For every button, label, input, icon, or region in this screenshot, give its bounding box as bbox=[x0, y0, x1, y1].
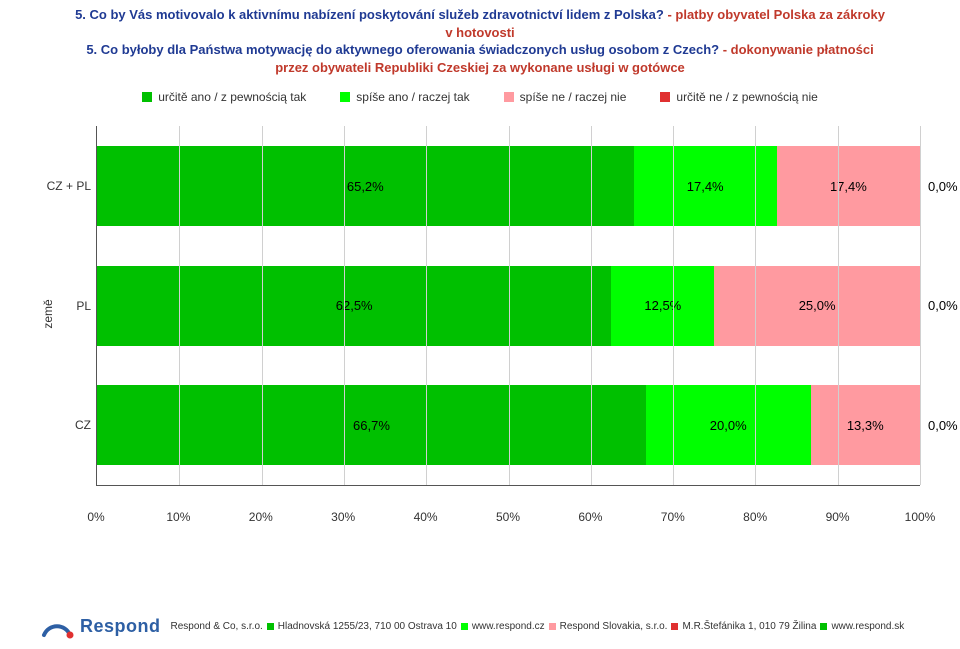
gridline bbox=[179, 126, 180, 485]
legend-item: spíše ano / raczej tak bbox=[340, 90, 469, 104]
footer: Respond Respond & Co, s.r.o. Hladnovská 1… bbox=[0, 609, 960, 643]
footer-swatch bbox=[461, 623, 468, 630]
x-tick-label: 30% bbox=[331, 510, 355, 524]
plot: CZ + PL65,2%17,4%17,4%0,0%PL62,5%12,5%25… bbox=[96, 126, 920, 486]
footer-swatch bbox=[267, 623, 274, 630]
legend-item: spíše ne / raczej nie bbox=[504, 90, 627, 104]
legend-item: určitě ano / z pewnością tak bbox=[142, 90, 306, 104]
footer-part: Hladnovská 1255/23, 710 00 Ostrava 10 bbox=[278, 621, 457, 632]
legend-swatch bbox=[504, 92, 514, 102]
x-tick-label: 90% bbox=[826, 510, 850, 524]
bar-segment: 62,5% bbox=[97, 266, 611, 346]
gridline bbox=[262, 126, 263, 485]
x-tick-label: 40% bbox=[414, 510, 438, 524]
bar-segment: 25,0% bbox=[714, 266, 920, 346]
x-tick-label: 70% bbox=[661, 510, 685, 524]
bar-segment: 65,2% bbox=[97, 146, 634, 226]
legend-label: spíše ne / raczej nie bbox=[520, 90, 627, 104]
category-label: PL bbox=[45, 299, 91, 313]
gridline bbox=[591, 126, 592, 485]
gridline bbox=[838, 126, 839, 485]
footer-part: Respond Slovakia, s.r.o. bbox=[560, 621, 668, 632]
footer-part: Respond & Co, s.r.o. bbox=[171, 621, 263, 632]
x-tick-label: 10% bbox=[166, 510, 190, 524]
footer-part: M.R.Štefánika 1, 010 79 Žilina bbox=[682, 621, 816, 632]
footer-swatch bbox=[820, 623, 827, 630]
bar-segment: 12,5% bbox=[611, 266, 714, 346]
category-label: CZ + PL bbox=[45, 179, 91, 193]
legend-swatch bbox=[340, 92, 350, 102]
chart-title: 5. Co by Vás motivovalo k aktivnímu nabí… bbox=[70, 6, 890, 76]
bar-segment: 20,0% bbox=[646, 385, 811, 465]
bar-value-label: 0,0% bbox=[928, 298, 958, 313]
footer-swatch bbox=[671, 623, 678, 630]
title-line1-blue: 5. Co by Vás motivovalo k aktivnímu nabí… bbox=[75, 7, 667, 22]
title-line2-blue: 5. Co byłoby dla Państwa motywację do ak… bbox=[86, 42, 722, 57]
logo: Respond bbox=[40, 609, 161, 643]
legend-swatch bbox=[660, 92, 670, 102]
legend-label: spíše ano / raczej tak bbox=[356, 90, 469, 104]
logo-icon bbox=[40, 609, 74, 643]
footer-part: www.respond.cz bbox=[472, 621, 545, 632]
legend: určitě ano / z pewnością tak spíše ano / … bbox=[40, 90, 920, 104]
bar-value-label: 0,0% bbox=[928, 418, 958, 433]
legend-label: určitě ano / z pewnością tak bbox=[158, 90, 306, 104]
logo-text: Respond bbox=[80, 616, 161, 637]
gridline bbox=[344, 126, 345, 485]
chart-area: země CZ + PL65,2%17,4%17,4%0,0%PL62,5%12… bbox=[96, 126, 920, 502]
x-tick-label: 80% bbox=[743, 510, 767, 524]
x-tick-label: 0% bbox=[87, 510, 104, 524]
x-tick-label: 100% bbox=[905, 510, 936, 524]
gridline bbox=[673, 126, 674, 485]
x-tick-label: 20% bbox=[249, 510, 273, 524]
x-axis-labels: 0%10%20%30%40%50%60%70%80%90%100% bbox=[96, 510, 920, 526]
gridline bbox=[755, 126, 756, 485]
category-label: CZ bbox=[45, 418, 91, 432]
footer-part: www.respond.sk bbox=[831, 621, 904, 632]
legend-swatch bbox=[142, 92, 152, 102]
legend-item: určitě ne / z pewnością nie bbox=[660, 90, 817, 104]
legend-label: určitě ne / z pewnością nie bbox=[676, 90, 817, 104]
footer-swatch bbox=[549, 623, 556, 630]
footer-text: Respond & Co, s.r.o. Hladnovská 1255/23, … bbox=[171, 621, 905, 632]
gridline bbox=[426, 126, 427, 485]
bar-segment: 13,3% bbox=[811, 385, 920, 465]
bar-segment: 17,4% bbox=[777, 146, 920, 226]
gridline bbox=[920, 126, 921, 485]
x-tick-label: 60% bbox=[578, 510, 602, 524]
x-tick-label: 50% bbox=[496, 510, 520, 524]
gridline bbox=[509, 126, 510, 485]
bar-value-label: 0,0% bbox=[928, 179, 958, 194]
